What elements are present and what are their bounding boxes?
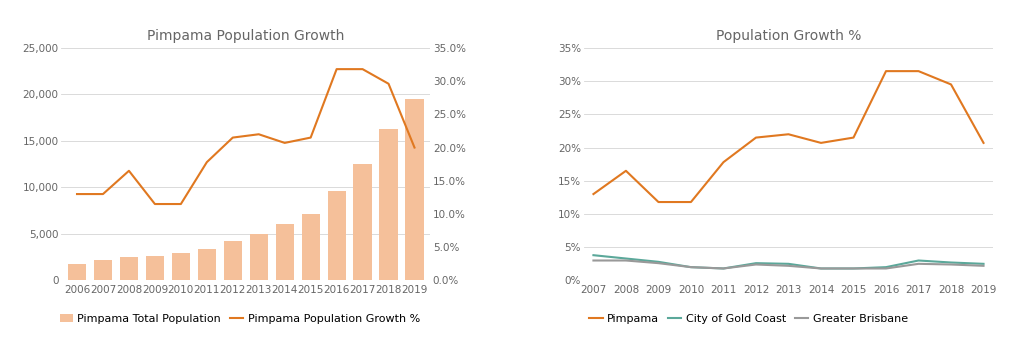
- City of Gold Coast: [620, 256, 632, 261]
- Greater Brisbane: [782, 264, 795, 268]
- Pimpama: [620, 169, 632, 173]
- Bar: [198, 249, 216, 280]
- Bar: [172, 252, 189, 280]
- City of Gold Coast: [880, 265, 892, 269]
- Bar: [353, 164, 372, 280]
- Greater Brisbane: [718, 266, 730, 271]
- Pimpama: [815, 141, 827, 145]
- City of Gold Coast: [847, 266, 859, 271]
- Legend: Pimpama, City of Gold Coast, Greater Brisbane: Pimpama, City of Gold Coast, Greater Bri…: [589, 314, 908, 324]
- City of Gold Coast: [685, 265, 697, 269]
- Greater Brisbane: [750, 262, 762, 266]
- Greater Brisbane: [945, 262, 957, 266]
- Pimpama: [750, 135, 762, 140]
- Bar: [380, 129, 397, 280]
- Greater Brisbane: [847, 266, 859, 271]
- Bar: [223, 241, 242, 280]
- Bar: [250, 234, 268, 280]
- Line: Greater Brisbane: Greater Brisbane: [594, 261, 983, 268]
- Pimpama: [945, 82, 957, 87]
- Pimpama: [588, 192, 600, 196]
- Line: Pimpama: Pimpama: [594, 71, 983, 202]
- Pimpama: [847, 135, 859, 140]
- City of Gold Coast: [912, 259, 925, 263]
- Greater Brisbane: [685, 265, 697, 269]
- Greater Brisbane: [588, 259, 600, 263]
- Greater Brisbane: [912, 262, 925, 266]
- Bar: [68, 264, 86, 280]
- Pimpama: [912, 69, 925, 73]
- City of Gold Coast: [588, 253, 600, 257]
- Pimpama: [718, 160, 730, 164]
- City of Gold Coast: [815, 266, 827, 271]
- City of Gold Coast: [652, 260, 665, 264]
- Pimpama: [782, 132, 795, 136]
- Greater Brisbane: [880, 266, 892, 271]
- Title: Population Growth %: Population Growth %: [716, 28, 861, 42]
- Bar: [94, 260, 112, 280]
- Bar: [275, 224, 294, 280]
- Bar: [406, 99, 424, 280]
- Pimpama: [880, 69, 892, 73]
- City of Gold Coast: [750, 261, 762, 265]
- Line: City of Gold Coast: City of Gold Coast: [594, 255, 983, 268]
- City of Gold Coast: [977, 262, 989, 266]
- City of Gold Coast: [945, 261, 957, 265]
- Title: Pimpama Population Growth: Pimpama Population Growth: [147, 28, 344, 42]
- City of Gold Coast: [718, 266, 730, 271]
- Bar: [328, 191, 346, 280]
- Bar: [120, 257, 138, 280]
- Pimpama: [977, 141, 989, 145]
- Bar: [145, 256, 164, 280]
- City of Gold Coast: [782, 262, 795, 266]
- Bar: [302, 214, 319, 280]
- Greater Brisbane: [977, 264, 989, 268]
- Legend: Pimpama Total Population, Pimpama Population Growth %: Pimpama Total Population, Pimpama Popula…: [59, 314, 420, 324]
- Pimpama: [652, 200, 665, 204]
- Greater Brisbane: [652, 261, 665, 265]
- Greater Brisbane: [620, 259, 632, 263]
- Greater Brisbane: [815, 266, 827, 271]
- Pimpama: [685, 200, 697, 204]
